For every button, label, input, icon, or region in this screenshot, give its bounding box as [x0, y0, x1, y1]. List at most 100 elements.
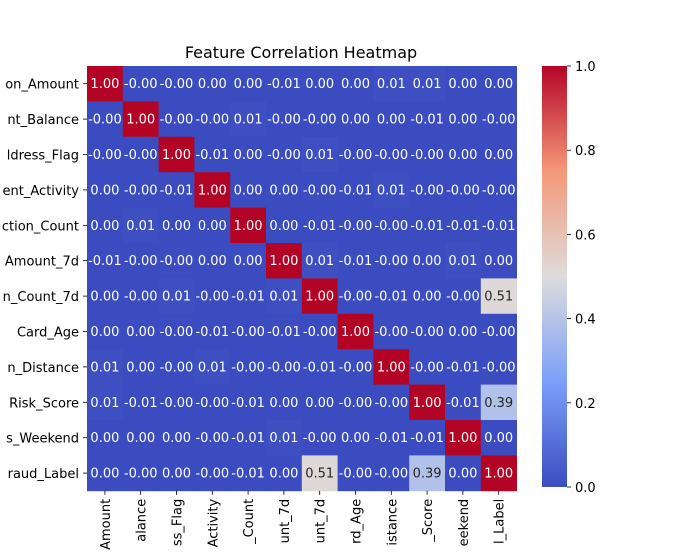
column-label: unt_7d — [278, 499, 293, 544]
cell-value-label: -0.00 — [267, 148, 301, 163]
cell-value-label: 0.01 — [90, 396, 119, 411]
cell-value-label: 0.00 — [269, 183, 298, 198]
heatmap-cell — [409, 243, 446, 279]
heatmap-cell — [337, 66, 374, 102]
heatmap-cell — [409, 384, 446, 421]
heatmap-cell — [158, 243, 195, 279]
heatmap-cell — [373, 66, 410, 102]
heatmap-cell — [409, 349, 446, 385]
heatmap-cell — [194, 207, 231, 244]
cell-value-label: -0.00 — [374, 325, 408, 340]
heatmap-cell — [301, 136, 338, 173]
heatmap-cell — [337, 207, 374, 244]
cell-value-label: 1.00 — [198, 183, 227, 198]
cell-value-label: -0.01 — [446, 396, 480, 411]
heatmap-cell — [373, 384, 410, 421]
row-label: ldress_Flag — [7, 149, 79, 164]
heatmap-cell — [373, 349, 410, 385]
heatmap-cell — [266, 172, 303, 208]
cell-value-label: -0.00 — [231, 325, 265, 340]
cell-value-label: -0.00 — [124, 183, 158, 198]
cell-value-label: 0.00 — [377, 113, 406, 128]
cell-value-label: -0.00 — [374, 467, 408, 482]
heatmap-cell — [301, 349, 338, 385]
cell-value-label: 0.00 — [126, 325, 155, 340]
row-label: on_Amount — [5, 78, 79, 93]
colorbar-tick-label: 0.8 — [575, 144, 596, 159]
cell-value-label: 1.00 — [341, 325, 370, 340]
cell-value-label: 0.51 — [484, 290, 513, 305]
cell-value-label: 0.00 — [90, 467, 119, 482]
cell-value-label: -0.01 — [231, 290, 265, 305]
cell-value-label: 0.00 — [269, 467, 298, 482]
cell-value-label: -0.00 — [339, 360, 373, 375]
cell-value-label: -0.01 — [446, 219, 480, 234]
chart-title: Feature Correlation Heatmap — [185, 43, 417, 62]
heatmap-cell — [301, 455, 338, 492]
cell-value-label: -0.01 — [124, 396, 158, 411]
heatmap-cell — [194, 101, 231, 138]
heatmap-cell — [230, 66, 267, 102]
column-labels: Amount alance ss_Flag Activity _Count unt_7d u… — [99, 490, 508, 550]
heatmap-cell — [158, 207, 195, 244]
cell-value-label: 0.39 — [413, 467, 442, 482]
row-label: Card_Age — [17, 326, 79, 341]
cell-value-label: -0.00 — [160, 396, 194, 411]
cell-value-label: -0.00 — [339, 290, 373, 305]
cell-value-label: 0.00 — [413, 254, 442, 269]
cell-value-label: -0.00 — [374, 396, 408, 411]
heatmap-cell — [409, 278, 446, 315]
cell-value-label: -0.01 — [374, 431, 408, 446]
cell-value-label: -0.00 — [303, 325, 337, 340]
cell-value-label: -0.00 — [410, 148, 444, 163]
cell-value-label: 0.00 — [234, 148, 263, 163]
row-label: Amount_7d — [5, 255, 79, 270]
cell-value-label: 1.00 — [484, 467, 513, 482]
cell-value-label: -0.00 — [160, 325, 194, 340]
row-label: raud_Label — [8, 467, 79, 482]
heatmap-cell — [409, 172, 446, 208]
cell-value-label: 1.00 — [269, 254, 298, 269]
cell-value-label: 0.00 — [448, 325, 477, 340]
cell-value-label: -0.01 — [231, 396, 265, 411]
heatmap-cell — [445, 420, 482, 456]
cell-value-label: 0.00 — [234, 77, 263, 92]
cell-value-label: -0.01 — [410, 431, 444, 446]
cell-value-label: 0.01 — [305, 148, 334, 163]
heatmap-cell — [266, 207, 303, 244]
heatmap-cell — [409, 136, 446, 173]
cell-value-label: 0.00 — [448, 467, 477, 482]
heatmap-cell — [266, 384, 303, 421]
cell-value-label: -0.00 — [482, 183, 516, 198]
cell-value-label: 0.00 — [234, 183, 263, 198]
heatmap-cell — [230, 384, 267, 421]
heatmap-cell — [337, 136, 374, 173]
heatmap-cell — [445, 207, 482, 244]
heatmap-cell — [266, 243, 303, 279]
heatmap-cell — [409, 66, 446, 102]
heatmap-cell — [301, 66, 338, 102]
cell-value-label: -0.00 — [374, 148, 408, 163]
heatmap-cell — [87, 172, 124, 208]
cell-value-label: 0.00 — [126, 431, 155, 446]
cell-value-label: 0.00 — [305, 77, 334, 92]
heatmap-cell — [158, 349, 195, 385]
heatmap-cell — [266, 455, 303, 492]
cell-value-label: -0.00 — [88, 148, 122, 163]
heatmap-cell — [87, 278, 124, 315]
heatmap-cell — [230, 101, 267, 138]
cell-value-label: -0.00 — [124, 467, 158, 482]
heatmap-cell — [266, 136, 303, 173]
cell-value-label: 0.01 — [269, 431, 298, 446]
cell-value-label: -0.01 — [231, 467, 265, 482]
column-label: unt_7d — [314, 499, 329, 544]
heatmap-cell — [480, 313, 517, 350]
heatmap-cell — [480, 136, 517, 173]
cell-value-label: 0.00 — [448, 113, 477, 128]
cell-value-label: -0.00 — [195, 467, 229, 482]
cell-value-label: -0.00 — [374, 219, 408, 234]
cell-value-label: 1.00 — [448, 431, 477, 446]
heatmap-cell — [230, 313, 267, 350]
cell-value-label: -0.00 — [339, 467, 373, 482]
